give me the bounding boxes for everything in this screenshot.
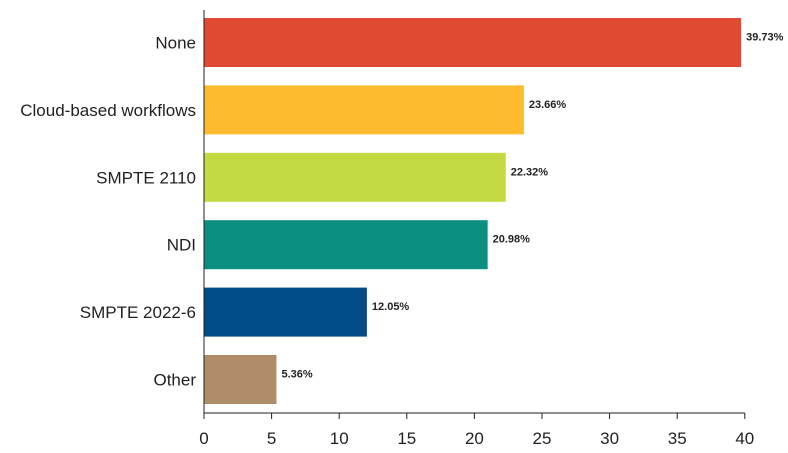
data-label: 23.66% [529, 99, 567, 111]
data-label: 12.05% [372, 301, 410, 313]
x-tick-label: 20 [465, 429, 484, 448]
x-tick-label: 40 [735, 429, 754, 448]
category-label: SMPTE 2022-6 [80, 303, 196, 322]
bar-none [204, 18, 742, 67]
x-tick-label: 5 [267, 429, 276, 448]
bar-smpte-2110 [204, 152, 506, 202]
category-label: NDI [167, 236, 196, 255]
data-label: 20.98% [493, 234, 531, 246]
x-tick-label: 0 [199, 429, 208, 448]
bar-ndi [204, 220, 488, 270]
category-label: Cloud-based workflows [20, 101, 196, 120]
x-tick-label: 25 [533, 429, 552, 448]
data-label: 5.36% [281, 369, 312, 381]
category-label: SMPTE 2110 [96, 168, 196, 187]
x-tick-label: 10 [330, 429, 349, 448]
bar-other [204, 355, 277, 404]
bar-smpte-2022-6 [204, 287, 367, 337]
x-tick-label: 15 [397, 429, 416, 448]
data-label: 22.32% [511, 166, 549, 178]
x-tick-label: 30 [600, 429, 619, 448]
data-label: 39.73% [746, 32, 784, 44]
bar-cloud-based-workflows [204, 85, 524, 135]
category-label: None [155, 34, 196, 53]
x-tick-label: 35 [668, 429, 687, 448]
category-label: Other [153, 371, 196, 390]
